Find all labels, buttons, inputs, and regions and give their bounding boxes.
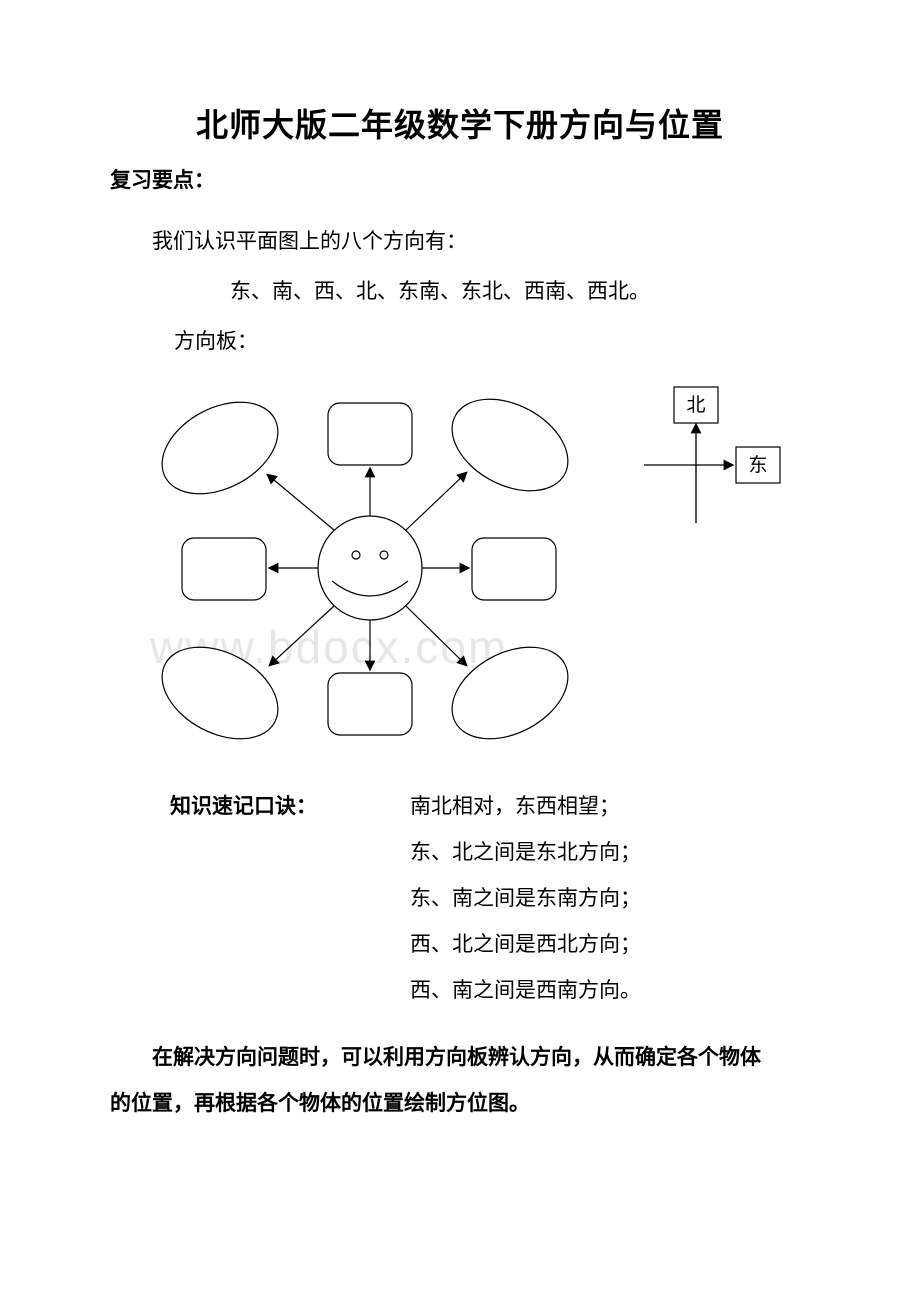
rect-w [182,538,266,600]
ellipse-sw [146,628,293,752]
diagram-svg: 北东 [110,373,810,753]
closing-line-2: 的位置，再根据各个物体的位置绘制方位图。 [110,1080,810,1126]
page-title: 北师大版二年级数学下册方向与位置 [110,100,810,146]
ellipse-ne [436,380,583,509]
document-page: www.bdocx.com 北师大版二年级数学下册方向与位置 复习要点： 我们认… [0,0,920,1302]
arrow [406,473,466,530]
direction-board-diagram: 北东 [110,373,810,753]
rect-s [328,673,412,735]
ellipse-se [436,628,583,752]
mnemonic-heading: 知识速记口诀： [110,783,410,829]
arrow [406,606,466,665]
directions-list: 东、南、西、北、东南、东北、西南、西北。 [110,268,810,314]
ellipse-nw [146,383,293,512]
mnemonic-line-4: 西、南之间是西南方向。 [110,967,810,1013]
compass-north-label: 北 [686,394,705,416]
arrow [270,606,334,665]
intro-paragraph: 我们认识平面图上的八个方向有： [110,218,810,264]
rect-e [472,538,556,600]
compass-east-label: 东 [748,454,767,476]
review-heading: 复习要点： [110,164,810,194]
board-label: 方向板： [110,318,810,364]
rect-n [328,403,412,465]
mnemonic-line-3: 西、北之间是西北方向； [110,921,810,967]
mnemonic-line-0: 南北相对，东西相望； [410,783,810,829]
mnemonic-line-1: 东、北之间是东北方向； [110,829,810,875]
mnemonic-line-2: 东、南之间是东南方向； [110,875,810,921]
arrow [268,475,334,530]
mnemonic-row-0: 知识速记口诀： 南北相对，东西相望； [110,783,810,829]
closing-line-1: 在解决方向问题时，可以利用方向板辨认方向，从而确定各个物体 [110,1034,810,1080]
face-circle [318,516,422,620]
